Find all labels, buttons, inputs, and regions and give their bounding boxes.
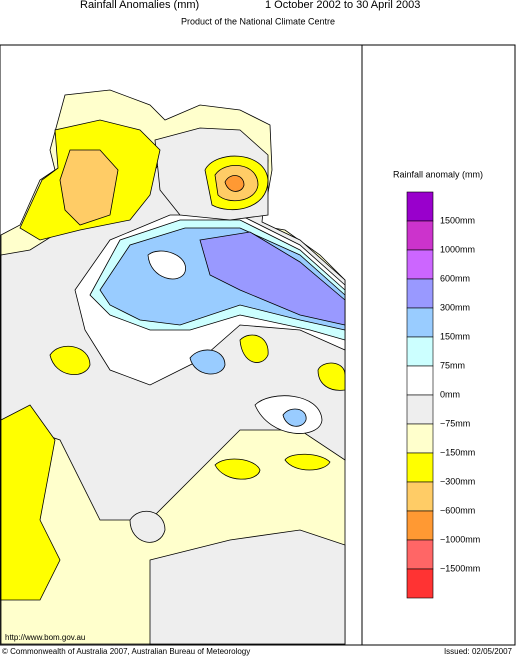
legend-swatch [406,336,434,367]
legend-label: 150mm [440,331,470,341]
zone-kimberley-orange [59,149,119,226]
zone-yellow-4 [49,346,91,375]
zone-yellow-5 [239,334,269,363]
legend-items: 1500mm 1000mm 600mm 300mm 150mm 75mm 0mm −75mm −… [406,191,480,599]
title: Rainfall Anomalies (mm) [80,0,199,11]
footer-copyright: © Commonwealth of Australia 2007, Austra… [2,647,250,656]
legend-label: 75mm [440,360,465,370]
legend-swatch [406,394,434,425]
zone-north-orange [224,175,245,192]
zone-east-blue [282,408,307,427]
legend-label: 1500mm [440,215,475,225]
period: 1 October 2002 to 30 April 2003 [265,0,420,11]
legend-swatch [406,307,434,338]
subtitle: Product of the National Climate Centre [181,16,335,26]
zone-yellow-1 [214,458,261,480]
map [0,44,363,646]
zone-grey-blob [129,510,166,543]
zone-west-yellow [0,404,61,601]
zone-grey-south [149,529,346,645]
footer-url[interactable]: http://www.bom.gov.au [5,633,85,642]
legend-swatch [406,278,434,309]
legend-label: −150mm [440,447,475,457]
legend-label: −75mm [440,418,470,428]
legend-swatch [406,249,434,280]
zone-purple [199,231,346,326]
legend-swatch [406,539,434,570]
zone-blue-small [189,349,226,375]
footer-issued: Issued: 02/05/2007 [444,647,513,656]
legend-swatch [406,423,434,454]
legend-label: −1500mm [440,563,480,573]
legend: Rainfall anomaly (mm) 1500mm 1000mm 600mm 3… [361,44,516,646]
zone-yellow-2 [284,453,331,471]
legend-label: −1000mm [440,534,480,544]
legend-swatch [406,481,434,512]
zone-blob-white [147,250,186,280]
legend-swatch [406,510,434,541]
legend-label: 1000mm [440,244,475,254]
legend-swatch [406,191,434,222]
legend-swatch [406,365,434,396]
legend-label: 0mm [440,389,460,399]
legend-label: −300mm [440,476,475,486]
legend-label: −600mm [440,505,475,515]
legend-swatch [406,568,434,599]
legend-swatch [406,220,434,251]
legend-title: Rainfall anomaly (mm) [393,169,483,179]
legend-label: 300mm [440,302,470,312]
legend-swatch [406,452,434,483]
legend-frame [361,44,516,646]
legend-label: 600mm [440,273,470,283]
zone-yellow-3 [317,362,346,391]
